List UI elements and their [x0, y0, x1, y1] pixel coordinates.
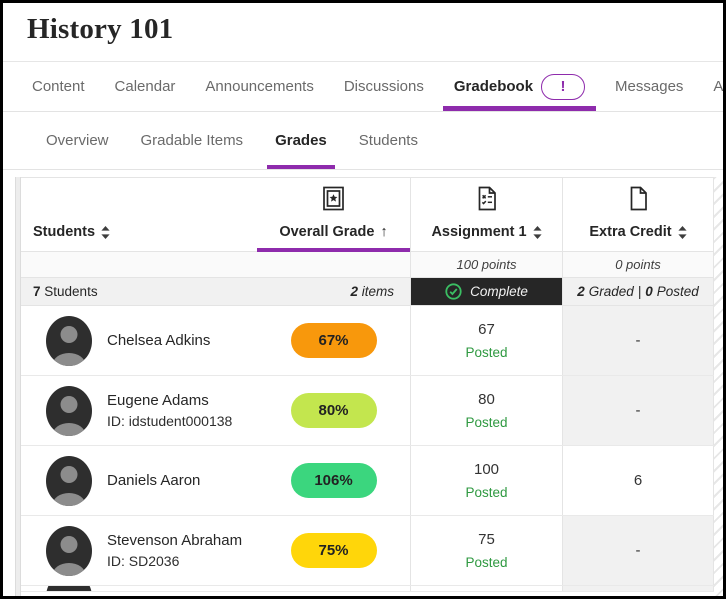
summary-row: 7 Students 2 items Complete 2 [21, 278, 714, 306]
extra-credit-cell[interactable]: - [562, 376, 714, 445]
overall-grade-medal-icon [320, 185, 347, 212]
nav-tab-announcements[interactable]: Announcements [205, 78, 314, 95]
student-cell[interactable]: Eugene Adams ID: idstudent000138 [21, 376, 257, 445]
subtab-students[interactable]: Students [358, 132, 418, 149]
grid-left-gutter [15, 177, 21, 596]
sort-ascending-arrow: ↑ [380, 224, 388, 240]
grades-content: Students Overa [3, 170, 723, 596]
course-header: History 101 [3, 3, 723, 62]
subtab-overview[interactable]: Overview [46, 132, 109, 149]
check-circle-icon [445, 283, 462, 300]
extra-credit-status: 2 Graded | 0 Posted [562, 278, 714, 305]
grades-grid: Students Overa [21, 177, 714, 596]
overall-grade-cell: 106% [257, 446, 410, 515]
column-header-assignment1[interactable]: Assignment 1 [410, 178, 562, 251]
column-header-students[interactable]: Students [21, 178, 257, 251]
sort-icon[interactable] [532, 225, 542, 239]
points-row: 100 points 0 points [21, 252, 714, 278]
nav-tab-analytics[interactable]: Analytics [713, 78, 723, 95]
nav-tab-messages[interactable]: Messages [615, 78, 684, 95]
sorted-column-underline [257, 248, 410, 252]
gradebook-alert-badge[interactable]: ! [541, 73, 586, 100]
overall-grade-cell: 75% [257, 516, 410, 585]
student-id: ID: SD2036 [107, 553, 180, 569]
overall-grade-pill[interactable]: 67% [290, 323, 377, 358]
assessment-icon [474, 185, 500, 212]
nav-tab-calendar[interactable]: Calendar [114, 78, 176, 95]
posted-status: Posted [465, 415, 508, 430]
overall-grade-pill[interactable]: 106% [290, 463, 377, 498]
assignment1-cell[interactable]: 67 Posted [410, 306, 562, 375]
assignment1-cell[interactable]: 80 Posted [410, 376, 562, 445]
avatar [46, 315, 92, 366]
overall-grade-cell: 67% [257, 306, 410, 375]
page-title: History 101 [27, 13, 174, 45]
assignment1-score: 75 [478, 531, 495, 548]
column-header-extra-credit[interactable]: Extra Credit [562, 178, 714, 251]
assignment1-points: 100 points [410, 252, 562, 277]
sort-icon[interactable] [101, 225, 110, 239]
assignment1-score: 80 [478, 391, 495, 408]
student-row: Stevenson Abraham ID: SD2036 75% 75 Post… [21, 516, 714, 586]
assignment1-status-banner[interactable]: Complete [410, 278, 562, 305]
column-header-overall-grade[interactable]: Overall Grade ↑ [257, 178, 410, 252]
student-name: Eugene Adams [107, 392, 209, 409]
course-nav: Content Calendar Announcements Discussio… [3, 62, 723, 112]
assignment1-cell[interactable]: 75 Posted [410, 516, 562, 585]
posted-status: Posted [465, 345, 508, 360]
partial-student-row [21, 586, 714, 592]
assignment1-score: 67 [478, 321, 495, 338]
nav-tab-discussions[interactable]: Discussions [343, 78, 424, 95]
overall-grade-pill[interactable]: 75% [290, 533, 377, 568]
extra-credit-cell[interactable]: - [562, 306, 714, 375]
student-row: Eugene Adams ID: idstudent000138 80% 80 … [21, 376, 714, 446]
student-row: Chelsea Adkins 67% 67 Posted - [21, 306, 714, 376]
grid-header-row: Students Overa [21, 178, 714, 252]
overall-grade-cell: 80% [257, 376, 410, 445]
student-id: ID: idstudent000138 [107, 413, 233, 429]
student-cell[interactable]: Stevenson Abraham ID: SD2036 [21, 516, 257, 585]
sort-icon[interactable] [677, 225, 687, 239]
avatar [46, 525, 92, 576]
grid-overflow-hatch [714, 177, 723, 596]
avatar [46, 586, 92, 591]
posted-status: Posted [465, 555, 508, 570]
student-cell[interactable]: Chelsea Adkins [21, 306, 257, 375]
nav-tab-content[interactable]: Content [32, 78, 85, 95]
extra-credit-cell[interactable]: 6 [562, 446, 714, 515]
student-cell[interactable]: Daniels Aaron [21, 446, 257, 515]
assignment1-cell[interactable]: 100 Posted [410, 446, 562, 515]
students-count: 7 Students [33, 284, 98, 299]
student-name: Chelsea Adkins [107, 332, 211, 349]
assignment1-score: 100 [473, 461, 500, 478]
avatar [46, 385, 92, 436]
student-name: Stevenson Abraham [107, 532, 243, 549]
gradebook-subnav: Overview Gradable Items Grades Students [3, 112, 723, 170]
subtab-gradable-items[interactable]: Gradable Items [140, 132, 244, 149]
subtab-grades[interactable]: Grades [259, 112, 343, 169]
extra-credit-cell[interactable]: - [562, 516, 714, 585]
items-count: 2 items [350, 284, 394, 299]
student-row: Daniels Aaron 106% 100 Posted 6 [21, 446, 714, 516]
student-name: Daniels Aaron [107, 472, 201, 489]
posted-status: Posted [465, 485, 508, 500]
avatar [46, 455, 92, 506]
document-icon [625, 185, 651, 212]
extra-credit-points: 0 points [562, 252, 714, 277]
overall-grade-pill[interactable]: 80% [290, 393, 377, 428]
nav-tab-gradebook[interactable]: Gradebook ! [439, 62, 600, 111]
